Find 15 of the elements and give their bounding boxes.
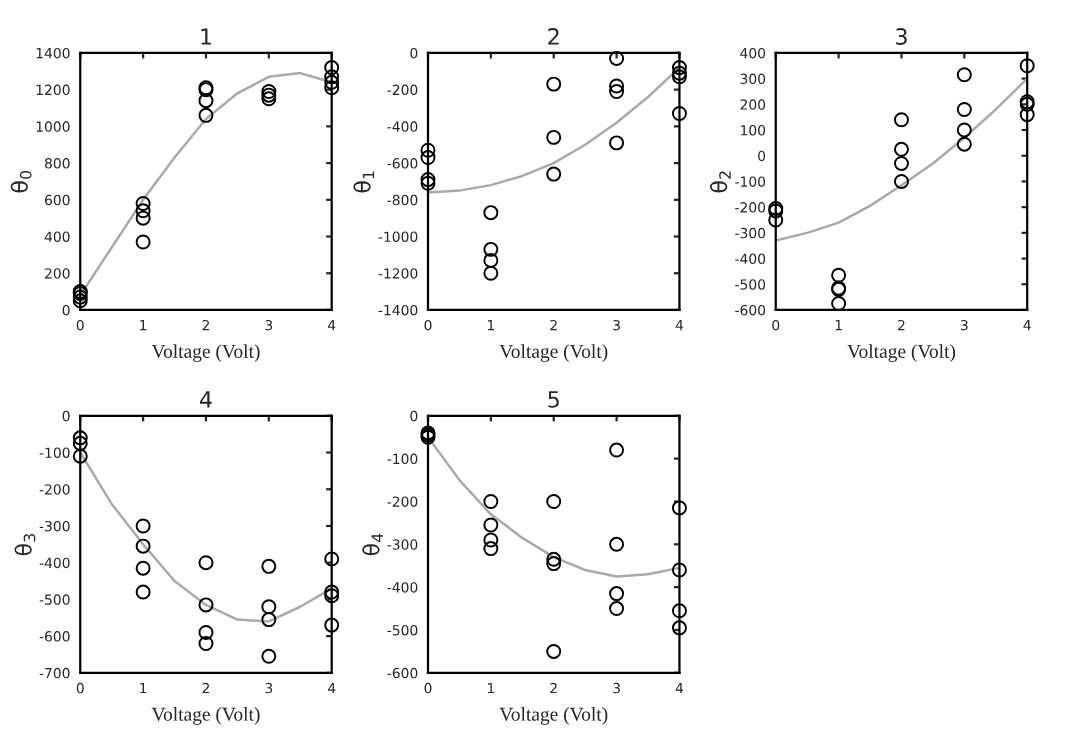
chart-title: 2 [548,28,559,45]
x-axis-title: Voltage (Volt) [847,344,956,362]
x-axis-title: Voltage (Volt) [151,707,260,725]
y-axis-title: θ$_{1}$ [353,171,375,193]
y-axis-title: θ$_{0}$ [10,170,32,193]
x-axis-title: Voltage (Volt) [499,707,608,725]
y-axis-title: θ$_{3}$ [14,534,36,556]
x-axis-title: Voltage (Volt) [151,344,260,362]
y-axis-title: θ$_{4}$ [362,533,383,556]
chart-title: 5 [548,391,559,408]
chart-title: 4 [199,391,212,408]
chart-title: 1 [201,28,211,45]
x-axis-title: Voltage (Volt) [499,344,608,362]
chart-title: 3 [896,28,907,45]
y-axis-title: θ$_{2}$ [710,171,731,193]
